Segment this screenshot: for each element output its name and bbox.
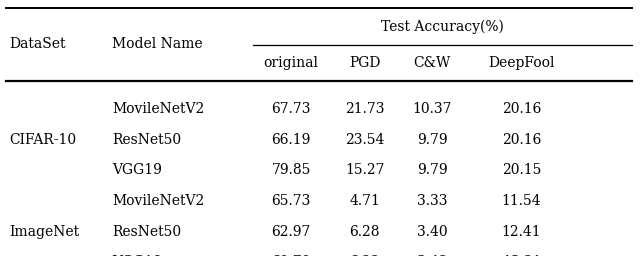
Text: 21.73: 21.73 [345, 102, 385, 116]
Text: PGD: PGD [349, 56, 381, 70]
Text: 3.33: 3.33 [417, 194, 447, 208]
Text: VGG19: VGG19 [112, 163, 162, 177]
Text: ResNet50: ResNet50 [112, 133, 181, 146]
Text: 67.73: 67.73 [271, 102, 311, 116]
Text: Model Name: Model Name [112, 37, 203, 51]
Text: MovileNetV2: MovileNetV2 [112, 102, 204, 116]
Text: 62.97: 62.97 [271, 225, 311, 239]
Text: C&W: C&W [413, 56, 451, 70]
Text: ResNet50: ResNet50 [112, 225, 181, 239]
Text: original: original [264, 56, 319, 70]
Text: 66.19: 66.19 [271, 133, 311, 146]
Text: CIFAR-10: CIFAR-10 [10, 133, 77, 146]
Text: MovileNetV2: MovileNetV2 [112, 194, 204, 208]
Text: 10.37: 10.37 [412, 102, 452, 116]
Text: 9.79: 9.79 [417, 133, 447, 146]
Text: DeepFool: DeepFool [488, 56, 555, 70]
Text: VGG19: VGG19 [112, 255, 162, 256]
Text: 20.16: 20.16 [502, 133, 541, 146]
Text: 23.54: 23.54 [345, 133, 385, 146]
Text: 4.71: 4.71 [349, 194, 380, 208]
Text: 13.21: 13.21 [502, 255, 541, 256]
Text: 15.27: 15.27 [345, 163, 385, 177]
Text: 3.40: 3.40 [417, 225, 447, 239]
Text: 65.73: 65.73 [271, 194, 311, 208]
Text: 79.85: 79.85 [271, 163, 311, 177]
Text: 6.28: 6.28 [349, 225, 380, 239]
Text: Test Accuracy(%): Test Accuracy(%) [381, 20, 504, 34]
Text: 12.41: 12.41 [502, 225, 541, 239]
Text: 20.16: 20.16 [502, 102, 541, 116]
Text: 60.70: 60.70 [271, 255, 311, 256]
Text: ImageNet: ImageNet [10, 225, 80, 239]
Text: DataSet: DataSet [10, 37, 66, 51]
Text: 11.54: 11.54 [502, 194, 541, 208]
Text: 3.42: 3.42 [417, 255, 447, 256]
Text: 6.22: 6.22 [349, 255, 380, 256]
Text: 20.15: 20.15 [502, 163, 541, 177]
Text: 9.79: 9.79 [417, 163, 447, 177]
